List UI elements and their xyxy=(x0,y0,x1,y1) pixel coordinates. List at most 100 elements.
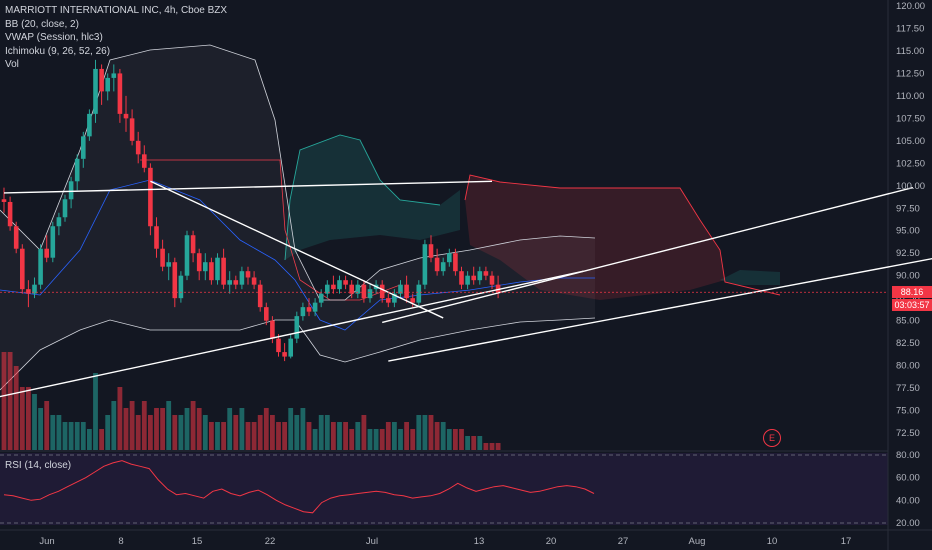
rsi-tick-label: 20.00 xyxy=(896,518,920,529)
volume-bar xyxy=(87,429,92,450)
price-tick-label: 87.50 xyxy=(896,293,920,304)
candle xyxy=(392,293,397,303)
volume-bar xyxy=(129,401,135,450)
volume-bar xyxy=(288,408,294,450)
candle xyxy=(32,284,37,294)
candle xyxy=(81,136,86,159)
candle xyxy=(74,158,80,182)
price-tick-label: 120.00 xyxy=(896,1,925,12)
volume-bar xyxy=(410,429,416,450)
price-tick-label: 75.00 xyxy=(896,406,920,417)
price-tick-label: 102.50 xyxy=(896,158,925,169)
candle xyxy=(416,284,422,303)
volume-bar xyxy=(251,422,257,450)
volume-bar xyxy=(385,422,391,450)
candle xyxy=(239,271,245,285)
volume-bar xyxy=(446,429,452,450)
volume-bar xyxy=(227,408,233,450)
volume-bar xyxy=(148,415,153,450)
candle xyxy=(276,338,281,353)
legend-vol[interactable]: Vol xyxy=(5,59,19,70)
candle xyxy=(129,118,135,141)
rsi-line xyxy=(3,460,595,514)
price-tick-label: 72.50 xyxy=(896,428,920,439)
candle xyxy=(410,298,415,303)
candle xyxy=(318,293,324,303)
candle xyxy=(288,338,293,357)
candle xyxy=(306,307,312,312)
volume-bar xyxy=(404,422,409,450)
candle xyxy=(184,235,190,276)
candle xyxy=(459,271,464,285)
legend-bb[interactable]: BB (20, close, 2) xyxy=(5,18,79,30)
candle xyxy=(379,284,385,299)
rsi-legend[interactable]: RSI (14, close) xyxy=(5,460,72,471)
volume-bar xyxy=(318,415,324,450)
candle xyxy=(56,217,62,227)
volume-bar xyxy=(477,436,483,450)
volume-bar xyxy=(99,429,104,450)
candle xyxy=(166,262,171,267)
candle xyxy=(471,275,476,281)
volume-bar xyxy=(202,415,208,450)
candle xyxy=(404,284,409,299)
volume-bar xyxy=(349,429,355,450)
volume-bar xyxy=(294,415,300,450)
candle xyxy=(337,280,342,290)
candle xyxy=(398,284,403,294)
candle xyxy=(227,280,232,285)
candle xyxy=(294,316,300,339)
volume-bar xyxy=(221,422,226,450)
candle xyxy=(62,199,68,218)
candle xyxy=(422,244,428,285)
volume-bar xyxy=(93,373,98,450)
earnings-icon[interactable]: E xyxy=(763,429,781,447)
candle xyxy=(477,271,483,281)
time-tick-label: 10 xyxy=(767,536,778,547)
legend-vwap[interactable]: VWAP (Session, hlc3) xyxy=(5,32,103,43)
candle xyxy=(196,253,202,272)
volume-bar xyxy=(263,408,269,450)
time-tick-label: 27 xyxy=(618,536,629,547)
volume-bar xyxy=(306,422,312,450)
candle xyxy=(282,352,287,357)
volume-bar xyxy=(440,422,446,450)
candle xyxy=(160,248,165,267)
candle xyxy=(367,289,373,299)
volume-bar xyxy=(160,408,165,450)
price-tick-label: 117.50 xyxy=(896,23,924,34)
candle xyxy=(343,280,348,285)
candle xyxy=(44,248,49,258)
volume-bar xyxy=(178,415,184,450)
volume-bar xyxy=(373,429,379,450)
candle xyxy=(154,226,159,249)
volume-bar xyxy=(416,415,422,450)
volume-bar xyxy=(190,401,196,450)
price-tick-label: 95.00 xyxy=(896,226,920,237)
countdown-tag: 03:03:57 xyxy=(892,299,932,311)
candle xyxy=(440,262,446,272)
candle xyxy=(26,289,31,294)
price-tick-label: 77.50 xyxy=(896,383,920,394)
bb-fill xyxy=(0,45,595,390)
candle xyxy=(447,253,452,263)
price-tick-label: 80.00 xyxy=(896,361,920,372)
candle xyxy=(203,262,208,272)
legend-ichimoku[interactable]: Ichimoku (9, 26, 52, 26) xyxy=(5,45,111,57)
volume-bar xyxy=(471,436,477,450)
volume-bar xyxy=(172,415,178,450)
candle xyxy=(349,284,354,294)
volume-bar xyxy=(459,429,464,450)
volume-bar xyxy=(32,394,37,450)
time-tick-label: Jun xyxy=(39,536,54,547)
volume-bar xyxy=(422,415,428,450)
price-tick-label: 90.00 xyxy=(896,271,920,282)
volume-bar xyxy=(434,422,440,450)
volume-bar xyxy=(215,422,220,450)
candle xyxy=(483,271,489,276)
candle xyxy=(111,73,117,78)
candle xyxy=(270,320,275,339)
time-tick-label: 17 xyxy=(841,536,852,547)
